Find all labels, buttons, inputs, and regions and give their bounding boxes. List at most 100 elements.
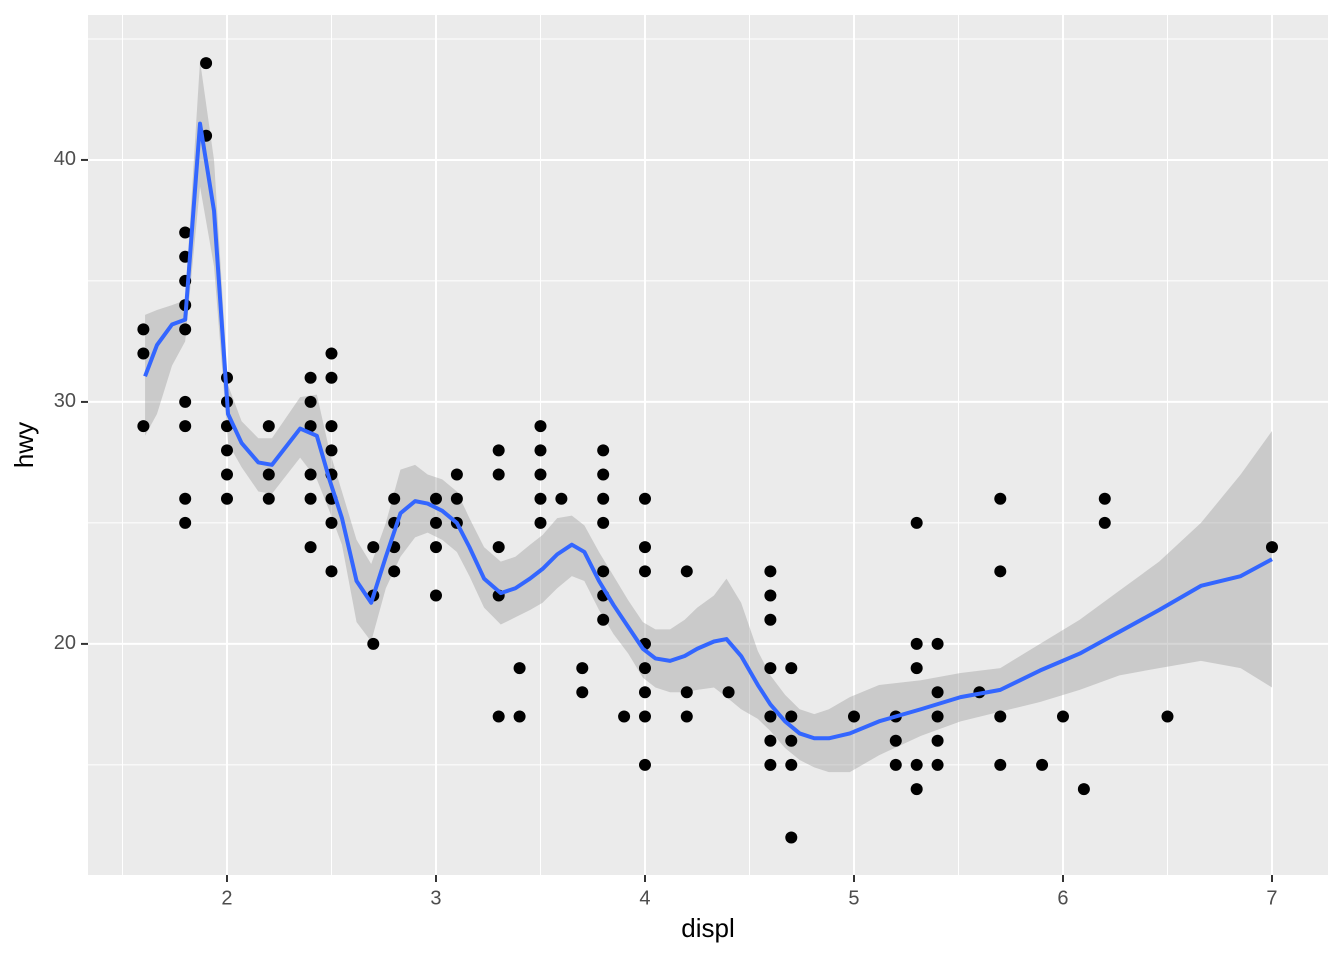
point (200, 57, 213, 70)
point (764, 734, 777, 747)
point (638, 758, 651, 771)
point (931, 710, 944, 723)
point (262, 492, 275, 505)
point (638, 710, 651, 723)
point (325, 444, 338, 457)
x-tick-label: 3 (430, 887, 441, 909)
point (1265, 541, 1278, 554)
point (450, 468, 463, 481)
point (638, 662, 651, 675)
point (304, 371, 317, 384)
point (785, 831, 798, 844)
x-tick-label: 2 (221, 887, 232, 909)
point (179, 516, 192, 529)
y-tick-label: 40 (54, 148, 76, 170)
point (576, 686, 589, 699)
point (304, 468, 317, 481)
point (680, 686, 693, 699)
point (994, 758, 1007, 771)
point (534, 468, 547, 481)
point (910, 637, 923, 650)
point (785, 710, 798, 723)
point (638, 541, 651, 554)
point (994, 710, 1007, 723)
point (1056, 710, 1069, 723)
point (179, 492, 192, 505)
point (597, 565, 610, 578)
point (764, 710, 777, 723)
point (179, 323, 192, 336)
point (325, 347, 338, 360)
point (555, 492, 568, 505)
point (994, 492, 1007, 505)
point (137, 420, 150, 433)
point (785, 662, 798, 675)
x-tick-label: 7 (1266, 887, 1277, 909)
point (220, 420, 233, 433)
point (179, 395, 192, 408)
point (367, 541, 380, 554)
point (597, 613, 610, 626)
point (262, 420, 275, 433)
point (534, 420, 547, 433)
point (764, 662, 777, 675)
point (304, 492, 317, 505)
point (785, 758, 798, 771)
point (764, 758, 777, 771)
x-axis-title: displ (681, 913, 734, 943)
point (513, 710, 526, 723)
point (785, 734, 798, 747)
point (722, 686, 735, 699)
point (450, 492, 463, 505)
smooth-line (143, 121, 1273, 741)
point (220, 468, 233, 481)
point (388, 492, 401, 505)
point (847, 710, 860, 723)
point (638, 492, 651, 505)
point (889, 758, 902, 771)
point (597, 492, 610, 505)
point (492, 541, 505, 554)
x-tick-label: 5 (848, 887, 859, 909)
point (764, 589, 777, 602)
point (325, 516, 338, 529)
point (638, 686, 651, 699)
x-tick-label: 4 (639, 887, 650, 909)
point (492, 710, 505, 723)
point (680, 565, 693, 578)
point (220, 492, 233, 505)
point (910, 516, 923, 529)
point (325, 371, 338, 384)
point (597, 444, 610, 457)
point (179, 420, 192, 433)
point (304, 541, 317, 554)
point (492, 444, 505, 457)
point (304, 420, 317, 433)
point (618, 710, 631, 723)
point (1161, 710, 1174, 723)
point (680, 710, 693, 723)
point (262, 468, 275, 481)
point (179, 226, 192, 239)
confidence-band (145, 60, 1272, 773)
panel (88, 15, 1328, 875)
point (429, 516, 442, 529)
point (638, 565, 651, 578)
point (388, 565, 401, 578)
point (304, 395, 317, 408)
x-tick-label: 6 (1057, 887, 1068, 909)
point (764, 613, 777, 626)
point (137, 323, 150, 336)
point (429, 541, 442, 554)
point (534, 444, 547, 457)
y-axis-title: hwy (9, 422, 39, 468)
point (1036, 758, 1049, 771)
point (325, 565, 338, 578)
y-tick-label: 20 (54, 632, 76, 654)
point (513, 662, 526, 675)
point (367, 637, 380, 650)
point (910, 662, 923, 675)
point (910, 758, 923, 771)
point (931, 758, 944, 771)
